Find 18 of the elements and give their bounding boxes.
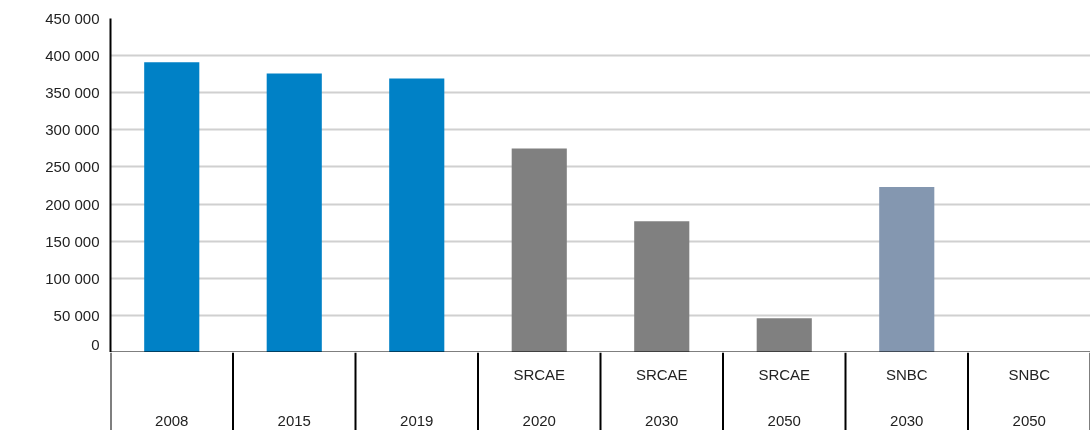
y-tick-label: 300 000 xyxy=(45,121,100,139)
y-tick-label: 350 000 xyxy=(45,84,100,102)
y-tick-label: 150 000 xyxy=(45,232,100,250)
category-label: SRCAE 2020 xyxy=(513,365,566,430)
category-label: SNBC 2030 xyxy=(885,365,928,430)
y-tick-label: 0 xyxy=(91,335,100,353)
y-tick-label: 450 000 xyxy=(45,10,100,27)
y-tick-label: 50 000 xyxy=(53,306,100,324)
category-label: SRCAE 2050 xyxy=(758,365,811,430)
x-tick-label: 2019 xyxy=(400,412,434,430)
x-tick-label: 2015 xyxy=(277,412,311,430)
y-tick-label: 200 000 xyxy=(45,195,100,213)
y-tick-label: 400 000 xyxy=(45,47,100,65)
x-tick-label: 2008 xyxy=(155,412,189,430)
y-tick-label: 250 000 xyxy=(45,158,100,176)
y-tick-label: 100 000 xyxy=(45,269,100,287)
category-label: SNBC 2050 xyxy=(1008,365,1051,430)
category-label: SRCAE 2030 xyxy=(635,365,688,430)
